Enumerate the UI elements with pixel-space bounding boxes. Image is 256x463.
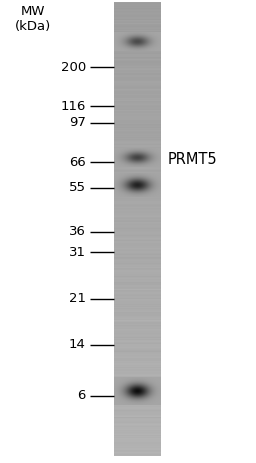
Text: 21: 21: [69, 292, 86, 305]
Text: MW
(kDa): MW (kDa): [15, 5, 51, 32]
Text: 97: 97: [69, 116, 86, 129]
Text: 6: 6: [77, 389, 86, 402]
Text: 116: 116: [60, 100, 86, 113]
Text: 31: 31: [69, 246, 86, 259]
Text: 66: 66: [69, 156, 86, 169]
Text: 55: 55: [69, 181, 86, 194]
Text: 200: 200: [60, 61, 86, 74]
Text: 36: 36: [69, 225, 86, 238]
Text: 14: 14: [69, 338, 86, 351]
Text: PRMT5: PRMT5: [168, 152, 217, 167]
